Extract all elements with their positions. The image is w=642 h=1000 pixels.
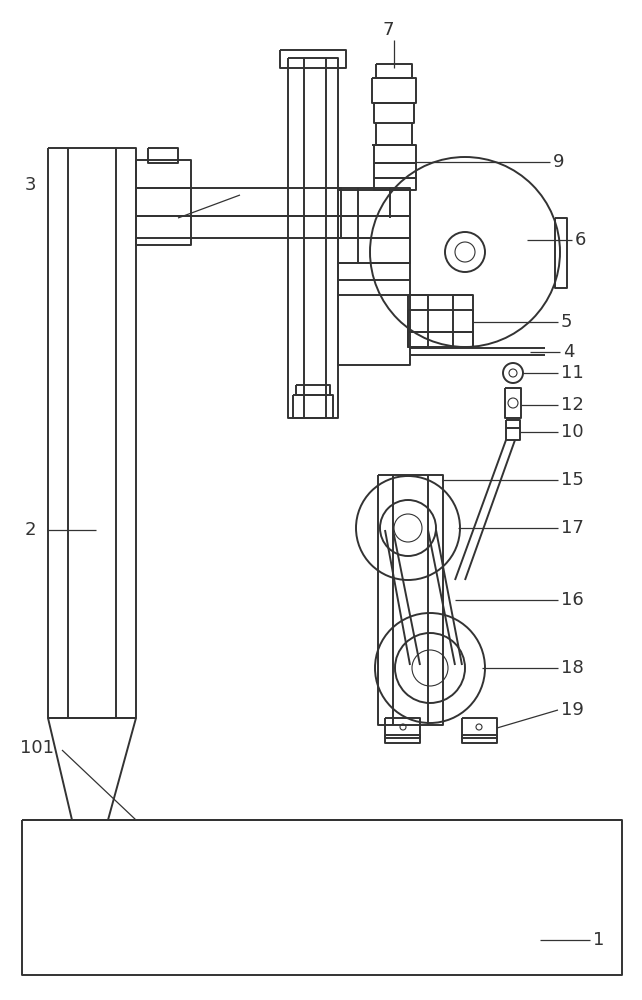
Text: 5: 5: [561, 313, 573, 331]
Text: 19: 19: [561, 701, 584, 719]
Text: 7: 7: [382, 21, 394, 39]
Text: 17: 17: [561, 519, 584, 537]
Text: 4: 4: [563, 343, 575, 361]
Text: 3: 3: [25, 176, 37, 194]
Text: 1: 1: [593, 931, 604, 949]
Text: 12: 12: [561, 396, 584, 414]
Text: 18: 18: [561, 659, 584, 677]
Text: 15: 15: [561, 471, 584, 489]
Text: 10: 10: [561, 423, 584, 441]
Text: 9: 9: [553, 153, 564, 171]
Text: 101: 101: [20, 739, 54, 757]
Text: 6: 6: [575, 231, 586, 249]
Text: 11: 11: [561, 364, 584, 382]
Text: 2: 2: [25, 521, 37, 539]
Text: 16: 16: [561, 591, 584, 609]
